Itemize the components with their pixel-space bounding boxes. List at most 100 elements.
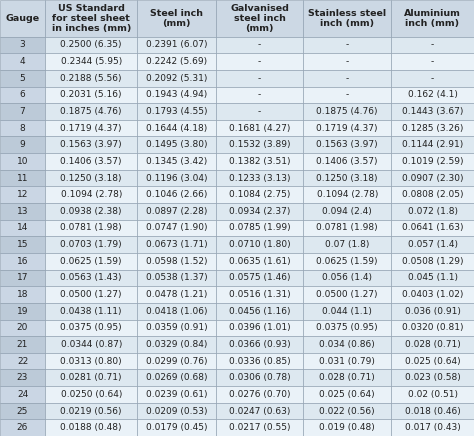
- Text: 0.0239 (0.61): 0.0239 (0.61): [146, 390, 207, 399]
- Bar: [303, 353, 391, 369]
- Bar: [216, 269, 303, 286]
- Text: 0.1233 (3.13): 0.1233 (3.13): [229, 174, 290, 183]
- Bar: [137, 170, 216, 186]
- Bar: [303, 303, 391, 320]
- Text: -: -: [431, 41, 434, 49]
- Text: 0.1382 (3.51): 0.1382 (3.51): [229, 157, 290, 166]
- Bar: [303, 236, 391, 253]
- Bar: [216, 53, 303, 70]
- Bar: [303, 37, 391, 53]
- Bar: [0, 37, 45, 53]
- Bar: [216, 0, 303, 37]
- Bar: [303, 369, 391, 386]
- Bar: [303, 336, 391, 353]
- Bar: [0, 153, 45, 170]
- Text: 0.07 (1.8): 0.07 (1.8): [325, 240, 369, 249]
- Bar: [303, 386, 391, 403]
- Text: 0.1443 (3.67): 0.1443 (3.67): [402, 107, 463, 116]
- Bar: [45, 153, 137, 170]
- Text: 0.0375 (0.95): 0.0375 (0.95): [60, 324, 122, 332]
- Bar: [0, 403, 45, 419]
- Text: 3: 3: [19, 41, 26, 49]
- Text: 0.0418 (1.06): 0.0418 (1.06): [146, 307, 207, 316]
- Bar: [137, 37, 216, 53]
- Text: 18: 18: [17, 290, 28, 299]
- Bar: [391, 236, 474, 253]
- Bar: [137, 236, 216, 253]
- Text: 0.0438 (1.11): 0.0438 (1.11): [61, 307, 122, 316]
- Bar: [45, 369, 137, 386]
- Bar: [137, 203, 216, 220]
- Bar: [0, 70, 45, 86]
- Bar: [45, 120, 137, 136]
- Bar: [45, 353, 137, 369]
- Text: 0.045 (1.1): 0.045 (1.1): [408, 273, 457, 283]
- Text: 0.1250 (3.18): 0.1250 (3.18): [61, 174, 122, 183]
- Text: 0.0625 (1.59): 0.0625 (1.59): [317, 257, 378, 266]
- Text: 0.0516 (1.31): 0.0516 (1.31): [228, 290, 291, 299]
- Text: 0.0641 (1.63): 0.0641 (1.63): [402, 224, 463, 232]
- Text: 0.162 (4.1): 0.162 (4.1): [408, 90, 457, 99]
- Bar: [303, 220, 391, 236]
- Bar: [303, 203, 391, 220]
- Text: 0.1019 (2.59): 0.1019 (2.59): [402, 157, 463, 166]
- Text: 0.0219 (0.56): 0.0219 (0.56): [61, 406, 122, 416]
- Bar: [391, 203, 474, 220]
- Text: 0.0336 (0.85): 0.0336 (0.85): [228, 357, 291, 366]
- Bar: [391, 336, 474, 353]
- Bar: [137, 120, 216, 136]
- Bar: [137, 386, 216, 403]
- Text: 0.2391 (6.07): 0.2391 (6.07): [146, 41, 207, 49]
- Text: 7: 7: [19, 107, 26, 116]
- Text: 22: 22: [17, 357, 28, 366]
- Bar: [45, 103, 137, 120]
- Bar: [216, 353, 303, 369]
- Text: 0.0673 (1.71): 0.0673 (1.71): [146, 240, 208, 249]
- Bar: [216, 37, 303, 53]
- Bar: [303, 286, 391, 303]
- Text: 0.0710 (1.80): 0.0710 (1.80): [228, 240, 291, 249]
- Text: 0.018 (0.46): 0.018 (0.46): [405, 406, 460, 416]
- Text: 0.1046 (2.66): 0.1046 (2.66): [146, 190, 207, 199]
- Text: 0.0299 (0.76): 0.0299 (0.76): [146, 357, 207, 366]
- Bar: [0, 103, 45, 120]
- Bar: [391, 320, 474, 336]
- Text: 0.0747 (1.90): 0.0747 (1.90): [146, 224, 207, 232]
- Text: 0.0375 (0.95): 0.0375 (0.95): [316, 324, 378, 332]
- Bar: [0, 253, 45, 269]
- Text: 0.0247 (0.63): 0.0247 (0.63): [229, 406, 290, 416]
- Text: -: -: [258, 74, 261, 83]
- Bar: [0, 120, 45, 136]
- Text: 26: 26: [17, 423, 28, 432]
- Bar: [0, 369, 45, 386]
- Text: 0.0635 (1.61): 0.0635 (1.61): [228, 257, 291, 266]
- Bar: [216, 86, 303, 103]
- Text: 0.0907 (2.30): 0.0907 (2.30): [402, 174, 463, 183]
- Bar: [303, 403, 391, 419]
- Text: 0.0575 (1.46): 0.0575 (1.46): [229, 273, 290, 283]
- Bar: [0, 0, 45, 37]
- Bar: [303, 86, 391, 103]
- Text: 0.0808 (2.05): 0.0808 (2.05): [402, 190, 463, 199]
- Bar: [0, 386, 45, 403]
- Text: 0.031 (0.79): 0.031 (0.79): [319, 357, 375, 366]
- Bar: [303, 103, 391, 120]
- Bar: [391, 37, 474, 53]
- Text: 0.0344 (0.87): 0.0344 (0.87): [61, 340, 122, 349]
- Text: 0.0250 (0.64): 0.0250 (0.64): [61, 390, 122, 399]
- Bar: [137, 220, 216, 236]
- Bar: [0, 269, 45, 286]
- Bar: [216, 236, 303, 253]
- Bar: [45, 0, 137, 37]
- Text: 0.1875 (4.76): 0.1875 (4.76): [61, 107, 122, 116]
- Bar: [216, 403, 303, 419]
- Text: 0.1084 (2.75): 0.1084 (2.75): [229, 190, 290, 199]
- Text: 25: 25: [17, 406, 28, 416]
- Text: 0.1406 (3.57): 0.1406 (3.57): [317, 157, 378, 166]
- Text: 0.0281 (0.71): 0.0281 (0.71): [61, 373, 122, 382]
- Bar: [303, 170, 391, 186]
- Bar: [303, 153, 391, 170]
- Text: 12: 12: [17, 190, 28, 199]
- Bar: [0, 336, 45, 353]
- Bar: [216, 120, 303, 136]
